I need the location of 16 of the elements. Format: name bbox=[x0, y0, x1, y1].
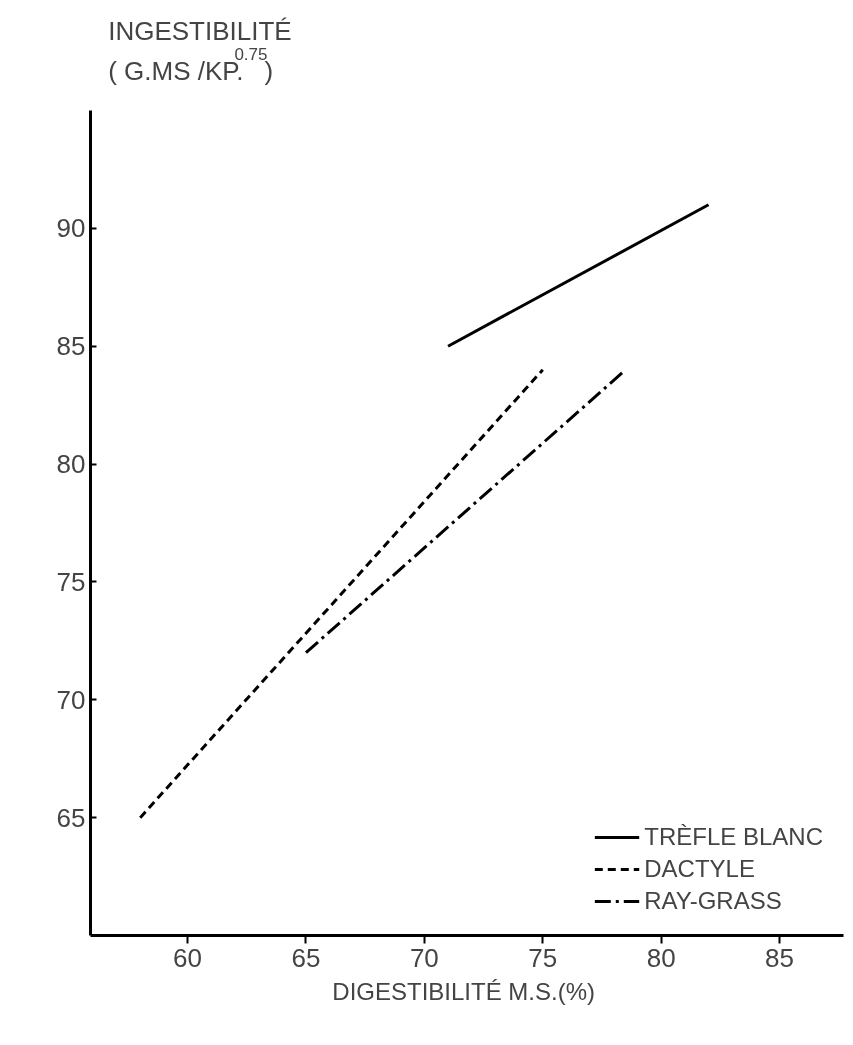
y-tick-label: 80 bbox=[56, 449, 86, 480]
legend-label: RAY-GRASS bbox=[644, 887, 782, 915]
y-tick-label: 70 bbox=[56, 684, 86, 715]
y-tick-label: 65 bbox=[56, 802, 86, 833]
x-tick-label: 75 bbox=[528, 942, 558, 973]
y-tick-label: 75 bbox=[56, 566, 86, 597]
x-axis-title: DIGESTIBILITÉ M.S.(%) bbox=[332, 977, 596, 1005]
y-tick-label: 85 bbox=[56, 331, 86, 362]
x-tick-label: 65 bbox=[291, 942, 321, 973]
x-tick-label: 80 bbox=[646, 942, 676, 973]
legend-label: DACTYLE bbox=[644, 855, 755, 883]
y-tick-label: 90 bbox=[56, 213, 86, 244]
x-tick-label: 70 bbox=[409, 942, 439, 973]
x-tick-label: 60 bbox=[173, 942, 203, 973]
x-tick-label: 85 bbox=[765, 942, 795, 973]
legend-label: TRÈFLE BLANC bbox=[644, 823, 823, 851]
